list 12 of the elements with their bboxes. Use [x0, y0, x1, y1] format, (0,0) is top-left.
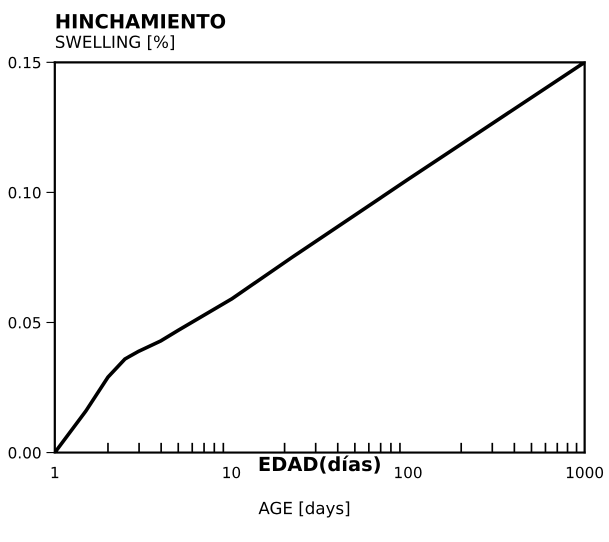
x-axis-title: EDAD(días): [260, 455, 380, 474]
x-tick-label: 100: [395, 466, 422, 478]
y-tick-label: 0.00: [8, 447, 41, 459]
x-tick-label: 10: [223, 466, 240, 478]
text: AGE [days]: [258, 501, 350, 518]
x-tick-label: 1: [52, 466, 58, 478]
chart-title: HINCHAMIENTO: [56, 14, 226, 29]
y-axis-title: SWELLING [%]: [56, 35, 174, 50]
x-tick-label: 1000: [566, 466, 604, 478]
y-tick-label: 0.15: [8, 56, 40, 68]
y-tick-label: 0.05: [8, 316, 40, 329]
y-tick-label: 0.10: [8, 186, 41, 198]
